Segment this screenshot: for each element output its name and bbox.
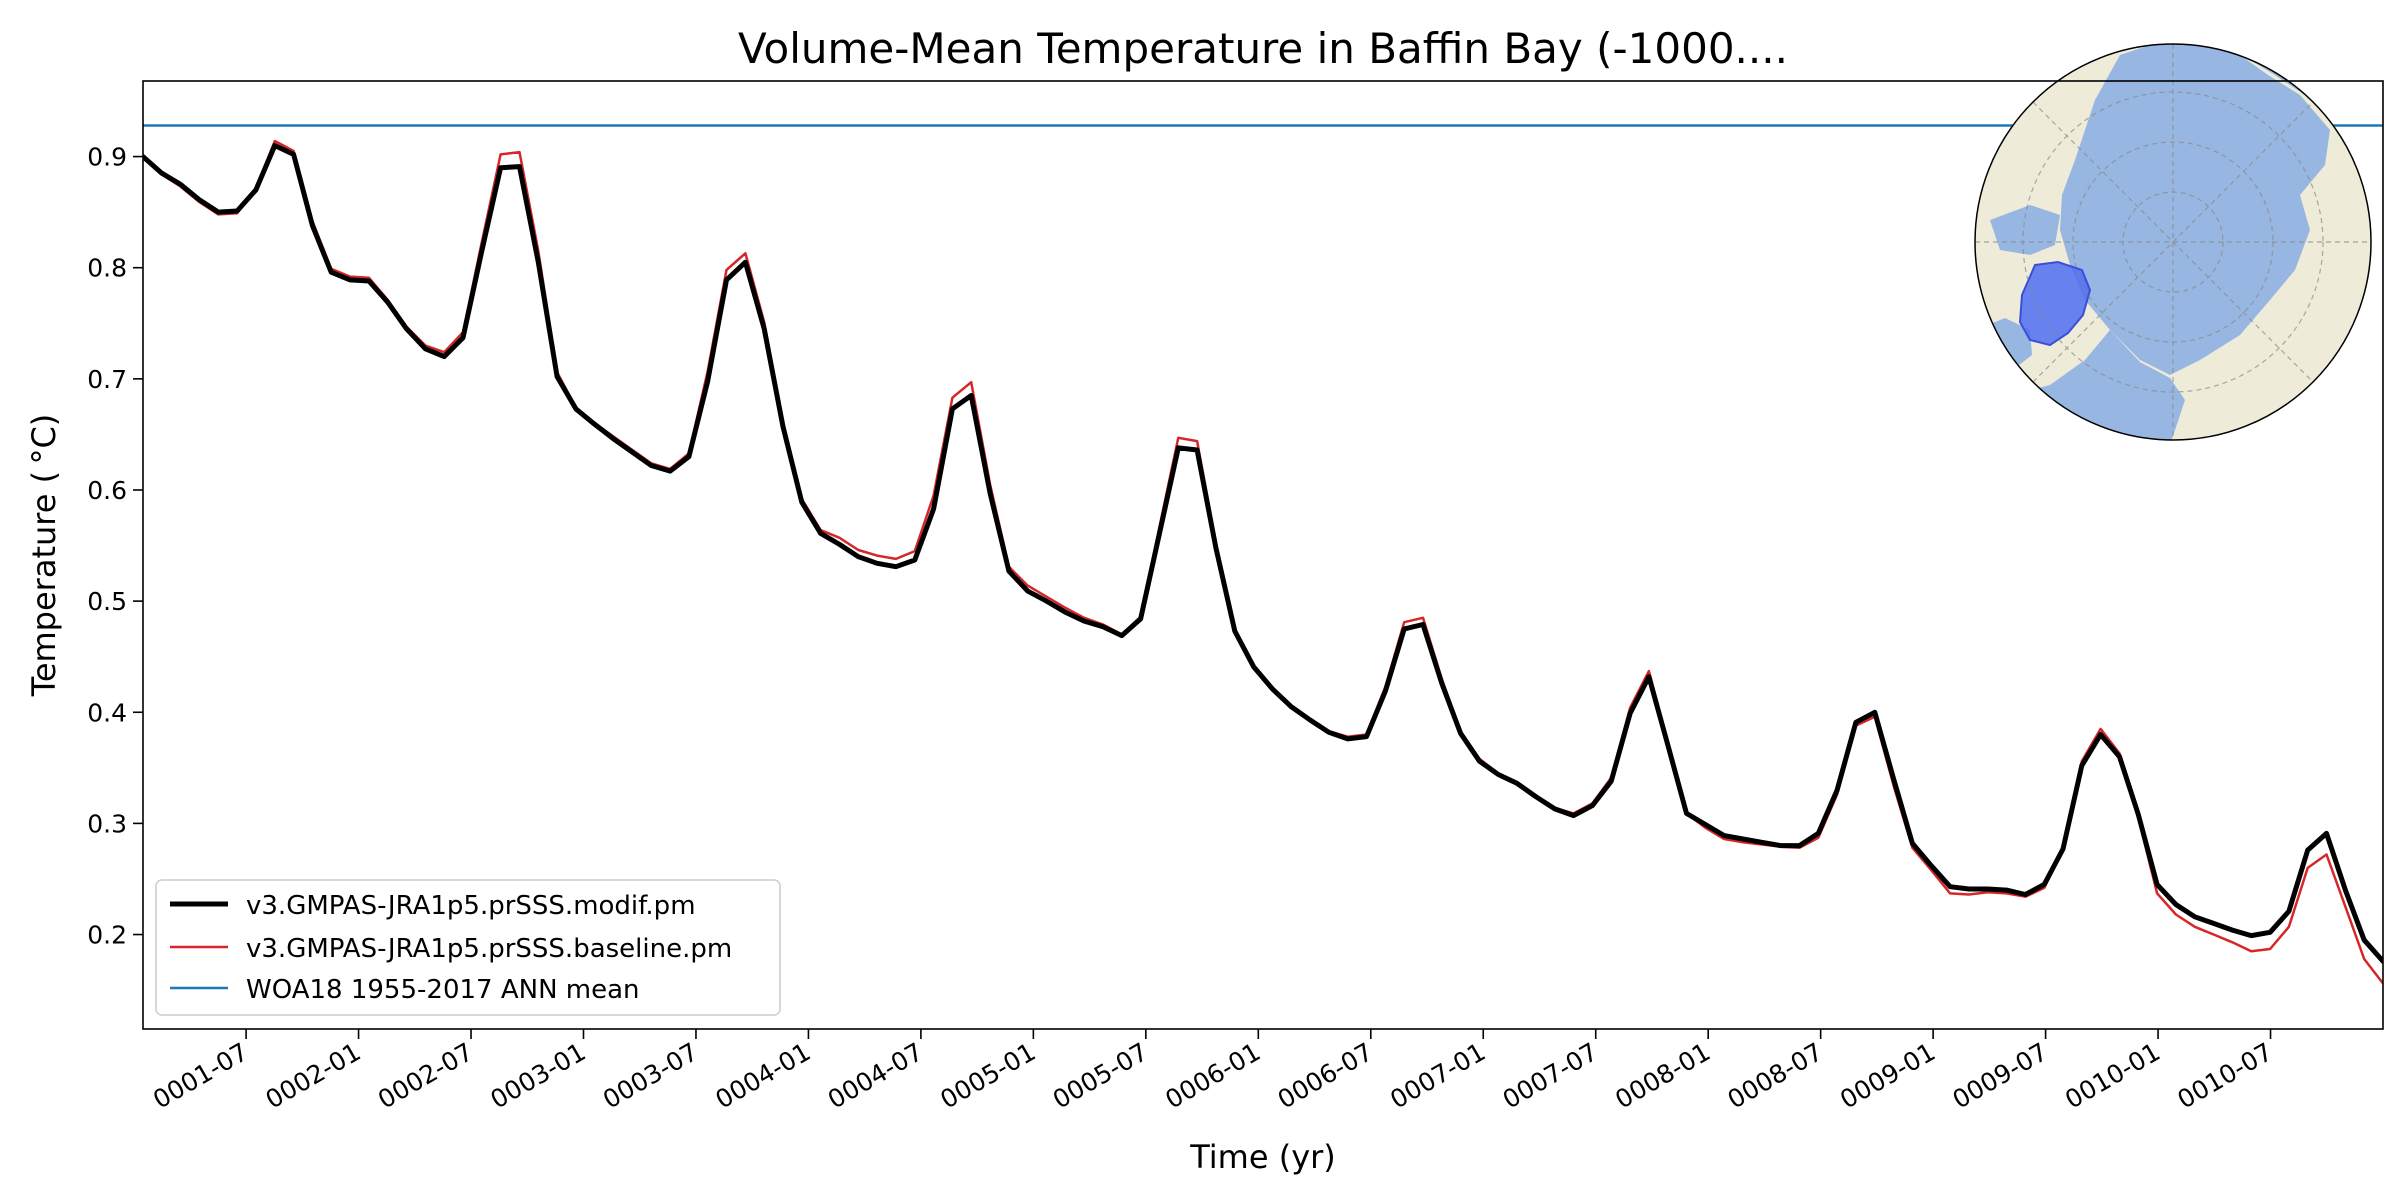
x-tick-label: 0007-07 — [1498, 1037, 1603, 1114]
y-tick-label: 0.2 — [87, 921, 127, 950]
y-tick-label: 0.4 — [87, 698, 127, 727]
map-baffin-bay-region — [2018, 260, 2092, 347]
x-tick-label: 0007-01 — [1385, 1037, 1490, 1114]
y-axis: 0.2 0.3 0.4 0.5 0.6 0.7 0.8 0.9 — [87, 143, 143, 950]
x-tick-label: 0004-01 — [710, 1037, 815, 1114]
y-tick-label: 0.9 — [87, 143, 127, 172]
axes-frame — [142, 80, 2384, 1030]
x-tick-label: 0002-07 — [373, 1037, 478, 1114]
y-tick-label: 0.3 — [87, 809, 127, 838]
x-tick-label: 0008-07 — [1723, 1037, 1828, 1114]
x-axis-label: Time (yr) — [1189, 1138, 1336, 1176]
x-tick-label: 0010-07 — [2173, 1037, 2278, 1114]
series-line-modif — [143, 143, 2383, 964]
x-tick-label: 0006-07 — [1273, 1037, 1378, 1114]
x-tick-label: 0009-07 — [1948, 1037, 2053, 1114]
x-tick-label: 0005-07 — [1048, 1037, 1153, 1114]
series-layer — [143, 124, 2383, 985]
x-tick-label: 0002-01 — [261, 1037, 366, 1114]
x-tick-label: 0009-01 — [1835, 1037, 1940, 1114]
map-graticule — [1975, 44, 2371, 440]
legend-label-baseline: v3.GMPAS-JRA1p5.prSSS.baseline.pm — [246, 934, 732, 964]
y-axis-label: Temperature ( °C) — [25, 414, 63, 698]
x-tick-label: 0006-01 — [1160, 1037, 1265, 1114]
y-tick-label: 0.8 — [87, 254, 127, 283]
map-arctic-ocean — [2060, 44, 2330, 375]
legend-label-modif: v3.GMPAS-JRA1p5.prSSS.modif.pm — [246, 891, 696, 921]
y-tick-label: 0.6 — [87, 476, 127, 505]
x-tick-label: 0008-01 — [1610, 1037, 1715, 1114]
x-tick-label: 0001-07 — [148, 1037, 253, 1114]
y-tick-label: 0.5 — [87, 587, 127, 616]
x-axis: 0001-07 0002-01 0002-07 0003-01 0003-07 0004-… — [148, 1029, 2278, 1114]
x-tick-label: 0003-01 — [486, 1037, 591, 1114]
x-tick-label: 0005-01 — [935, 1037, 1040, 1114]
x-tick-label: 0003-07 — [598, 1037, 703, 1114]
y-tick-label: 0.7 — [87, 365, 127, 394]
legend-box — [155, 879, 781, 1016]
x-tick-label: 0004-07 — [823, 1037, 928, 1114]
x-tick-label: 0010-01 — [2060, 1037, 2165, 1114]
chart-title: Volume-Mean Temperature in Baffin Bay (-… — [738, 24, 1788, 73]
legend: v3.GMPAS-JRA1p5.prSSS.modif.pm v3.GMPAS-… — [155, 879, 781, 1016]
legend-label-woa18: WOA18 1955-2017 ANN mean — [246, 975, 640, 1005]
